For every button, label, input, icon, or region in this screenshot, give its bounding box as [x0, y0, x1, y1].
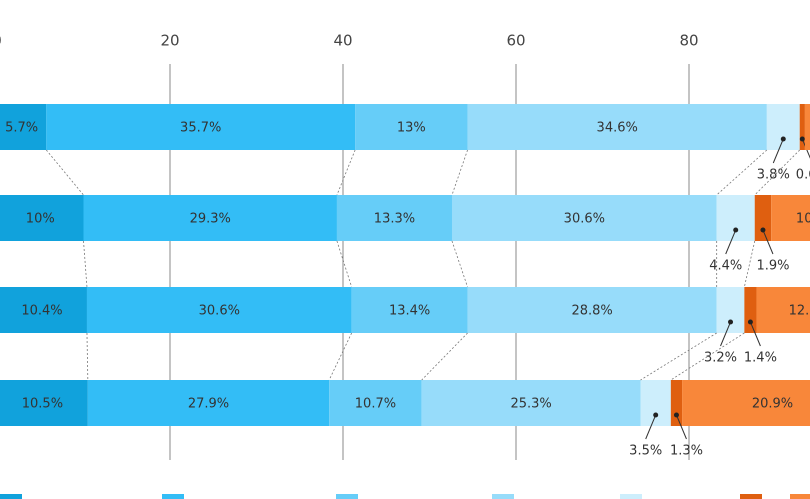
value-label: 13.4% — [389, 304, 430, 319]
legend-swatch — [620, 494, 642, 499]
value-label: 4.4% — [709, 259, 742, 274]
value-label: 25.3% — [510, 397, 551, 412]
x-tick-label: 80 — [679, 32, 698, 50]
bar-segment — [351, 287, 468, 333]
callout-line — [725, 229, 737, 255]
value-label: 30.6% — [199, 304, 240, 319]
value-label: 35.7% — [180, 121, 221, 136]
bar-segment — [640, 380, 671, 426]
connector-line — [743, 240, 756, 288]
legend-swatch — [0, 494, 22, 499]
bar-segment — [0, 195, 84, 241]
bar-segment — [421, 380, 641, 426]
bar-segment — [716, 287, 745, 333]
value-label: 5.7% — [5, 121, 38, 136]
connector-line — [716, 149, 768, 196]
legend-swatch — [740, 494, 762, 499]
callout-line — [645, 414, 657, 440]
callout-dot — [799, 136, 805, 142]
callout-dot — [653, 412, 659, 418]
value-label: 10.5% — [22, 397, 63, 412]
x-tick-label: 0 — [0, 32, 2, 50]
bar-segment — [0, 287, 87, 333]
value-label: 27.9% — [188, 397, 229, 412]
value-label: 13.3% — [374, 212, 415, 227]
bar-segment — [799, 104, 805, 150]
bar-segment — [86, 287, 352, 333]
value-label: 1.9% — [756, 259, 789, 274]
connector-line — [754, 149, 801, 196]
bar-segment — [329, 380, 422, 426]
connector-line — [451, 240, 468, 288]
bar-segment — [467, 287, 717, 333]
bar-segment — [756, 287, 810, 333]
value-label: 10.4% — [21, 304, 62, 319]
bar-segment — [355, 104, 468, 150]
value-label: 28.8% — [571, 304, 612, 319]
bar-segment — [670, 380, 683, 426]
connector-line — [328, 332, 353, 381]
value-label: 12.2% — [789, 304, 810, 319]
x-tick-label: 40 — [333, 32, 352, 50]
legend-swatch — [790, 494, 810, 499]
value-label: 20.9% — [752, 397, 793, 412]
connector-line — [83, 240, 88, 288]
bar-segment — [0, 104, 47, 150]
connector-line — [670, 332, 745, 381]
callout-dot — [780, 136, 786, 142]
value-label: 10.5% — [796, 212, 810, 227]
value-label: 3.5% — [629, 444, 662, 459]
callout-line — [772, 138, 784, 164]
value-label: 29.3% — [190, 212, 231, 227]
bar-segment — [336, 195, 452, 241]
x-tick-label: 20 — [160, 32, 179, 50]
value-label: 1.4% — [744, 351, 777, 366]
bar-segment — [46, 104, 356, 150]
value-label: 1.3% — [670, 444, 703, 459]
callout-line — [675, 414, 687, 440]
value-label: 3.8% — [757, 168, 790, 183]
bar-segment — [804, 104, 810, 150]
callout-dot — [733, 227, 739, 233]
connector-line — [640, 332, 717, 381]
connector-line — [45, 149, 84, 196]
legend-swatch — [162, 494, 184, 499]
callout-dot — [747, 319, 753, 325]
callout-line — [801, 138, 810, 159]
bar-segment — [83, 195, 337, 241]
callout-dot — [728, 319, 734, 325]
bar-segment — [771, 195, 810, 241]
value-label: 30.6% — [564, 212, 605, 227]
value-label: 3.2% — [704, 351, 737, 366]
x-tick-label: 60 — [506, 32, 525, 50]
callout-line — [762, 229, 774, 255]
value-label: 13% — [397, 121, 426, 136]
bar-segment — [0, 380, 88, 426]
callout-line — [720, 321, 731, 347]
value-label: 34.6% — [597, 121, 638, 136]
bar-segment — [744, 287, 757, 333]
legend-swatch — [336, 494, 358, 499]
bar-segment — [467, 104, 767, 150]
bar-segment — [716, 195, 755, 241]
bar-segment — [87, 380, 330, 426]
connector-line — [86, 332, 89, 381]
bar-segment — [451, 195, 717, 241]
connector-line — [336, 240, 353, 288]
callout-dot — [673, 412, 679, 418]
connector-line — [336, 149, 356, 196]
legend-swatch — [492, 494, 514, 499]
bar-segment — [682, 380, 810, 426]
connector-line — [451, 149, 468, 196]
value-label: 10.7% — [355, 397, 396, 412]
callout-dot — [760, 227, 766, 233]
bar-segment — [754, 195, 772, 241]
value-label: 10% — [26, 212, 55, 227]
value-label: 0.6% — [796, 168, 810, 183]
bar-segment — [766, 104, 800, 150]
connector-line — [421, 332, 468, 381]
callout-line — [749, 321, 761, 347]
